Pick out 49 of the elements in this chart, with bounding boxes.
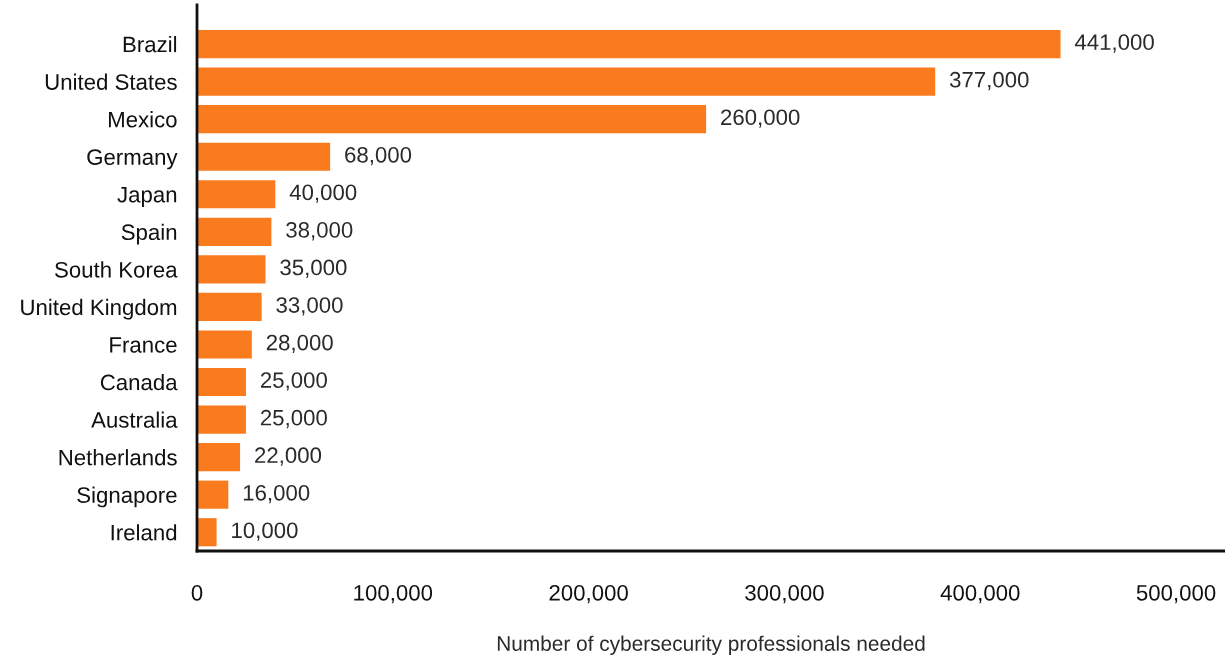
bar <box>197 105 707 134</box>
data-label: 28,000 <box>266 334 333 354</box>
y-tick-label: South Korea <box>55 261 178 278</box>
y-tick-label: United States <box>45 73 177 90</box>
bar <box>197 443 241 472</box>
x-axis-title: Number of cybersecurity professionals needed <box>497 635 925 656</box>
data-label: 10,000 <box>232 522 298 541</box>
bar <box>197 518 217 547</box>
data-label: 40,000 <box>289 184 357 203</box>
bar <box>197 330 252 359</box>
data-label: 22,000 <box>255 447 322 466</box>
x-tick-label: 0 <box>191 584 203 601</box>
data-label: 25,000 <box>260 409 327 429</box>
bar <box>197 67 936 96</box>
y-tick-label: Mexico <box>108 111 177 128</box>
x-tick-label: 200,000 <box>549 584 628 604</box>
data-label: 25,000 <box>260 372 327 391</box>
data-label: 68,000 <box>345 146 412 166</box>
bar <box>197 255 266 284</box>
data-label: 441,000 <box>1074 34 1154 53</box>
y-tick-label: Spain <box>121 223 177 245</box>
bar <box>197 142 331 171</box>
bar <box>197 480 229 509</box>
y-tick-label: France <box>110 337 177 353</box>
y-tick-label: Australia <box>91 411 178 428</box>
y-tick-label: Canada <box>100 373 178 391</box>
bar <box>197 29 1061 59</box>
bar <box>197 180 276 209</box>
bar <box>197 217 272 246</box>
data-label: 377,000 <box>949 71 1029 91</box>
data-label: 260,000 <box>721 109 800 128</box>
x-tick-label: 500,000 <box>1136 584 1216 604</box>
y-tick-label: Signapore <box>77 486 177 508</box>
x-tick-label: 300,000 <box>745 584 824 604</box>
y-tick-label: Brazil <box>123 36 177 53</box>
data-label: 16,000 <box>243 484 310 504</box>
data-label: 35,000 <box>280 259 347 278</box>
data-label: 33,000 <box>276 297 343 316</box>
y-tick-label: Germany <box>87 149 178 170</box>
y-tick-label: United Kingdom <box>21 298 177 320</box>
y-tick-label: Japan <box>117 187 177 207</box>
y-tick-label: Ireland <box>111 524 177 541</box>
bar <box>197 292 262 321</box>
data-label: 38,000 <box>286 222 353 241</box>
bar <box>197 367 246 397</box>
x-tick-label: 100,000 <box>354 584 433 604</box>
bar <box>197 405 246 434</box>
y-tick-label: Netherlands <box>59 449 177 466</box>
x-tick-label: 400,000 <box>940 584 1020 604</box>
